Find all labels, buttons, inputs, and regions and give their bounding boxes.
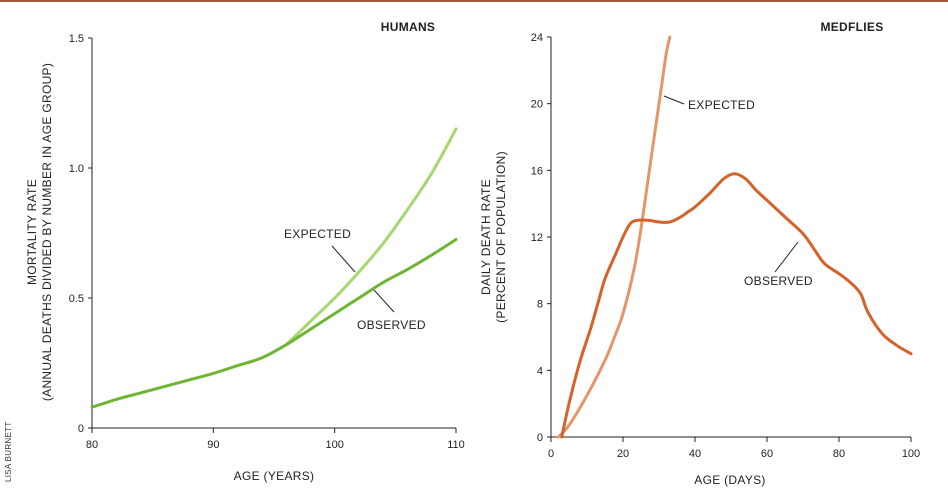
medflies-observed-label: OBSERVED <box>744 274 813 288</box>
medflies-y-label-line2: (PERCENT OF POPULATION) <box>494 151 508 323</box>
humans-expected-leader-line <box>331 245 356 273</box>
medflies-x-tick-label: 40 <box>689 448 701 460</box>
medflies-x-tick-label: 0 <box>548 448 554 460</box>
humans-chart: HUMANS 0 0.5 1.0 1.5 80 90 100 110 MORTALITY R… <box>25 20 465 483</box>
medflies-y-axis: 0 4 8 12 16 20 24 <box>531 32 552 444</box>
humans-y-label-line2: (ANNUAL DEATHS DIVIDED BY NUMBER IN AGE … <box>40 63 54 401</box>
medflies-x-tick-label: 80 <box>833 448 845 460</box>
medflies-x-axis: 0 20 40 60 80 100 <box>548 436 920 460</box>
medflies-y-tick-label: 12 <box>531 232 543 244</box>
medflies-x-tick-label: 20 <box>617 448 629 460</box>
medflies-annotations: EXPECTED OBSERVED <box>663 95 813 288</box>
medflies-x-label: AGE (DAYS) <box>694 473 765 487</box>
humans-series <box>90 127 458 409</box>
top-rule <box>0 0 948 2</box>
humans-observed-line <box>90 238 458 409</box>
humans-annotations: EXPECTED OBSERVED <box>284 227 426 332</box>
medflies-observed-leader-line <box>774 241 799 273</box>
humans-x-tick-label: 80 <box>86 439 98 451</box>
humans-y-tick-label: 0 <box>78 423 84 435</box>
medflies-y-tick-label: 20 <box>531 99 543 111</box>
humans-x-label: AGE (YEARS) <box>234 469 315 483</box>
medflies-observed-line <box>560 172 913 439</box>
humans-y-axis: 0 0.5 1.0 1.5 <box>69 33 93 435</box>
medflies-expected-leader-line <box>663 95 685 105</box>
medflies-y-tick-label: 16 <box>531 165 543 177</box>
credit-label: LISA BURNETT <box>4 421 13 482</box>
medflies-expected-label: EXPECTED <box>688 98 755 112</box>
medflies-expected-line <box>556 35 672 439</box>
humans-x-axis: 80 90 100 110 <box>86 427 465 451</box>
humans-observed-label: OBSERVED <box>357 318 426 332</box>
humans-x-tick-label: 100 <box>325 439 343 451</box>
humans-x-tick-label: 110 <box>447 439 465 451</box>
humans-y-label-line1: MORTALITY RATE <box>25 179 39 285</box>
medflies-y-tick-label: 4 <box>537 365 543 377</box>
humans-expected-label: EXPECTED <box>284 227 351 241</box>
humans-y-tick-label: 0.5 <box>69 293 84 305</box>
medflies-y-tick-label: 24 <box>531 32 543 44</box>
humans-observed-leader-line <box>373 289 395 313</box>
medflies-x-tick-label: 100 <box>902 448 920 460</box>
medflies-series <box>556 35 913 439</box>
medflies-y-label-line1: DAILY DEATH RATE <box>479 179 493 295</box>
medflies-y-tick-label: 0 <box>537 432 543 444</box>
humans-y-tick-label: 1.0 <box>69 163 84 175</box>
humans-y-tick-label: 1.5 <box>69 33 84 45</box>
medflies-y-tick-label: 8 <box>537 299 543 311</box>
humans-expected-line <box>284 127 458 347</box>
medflies-chart: MEDFLIES 0 4 8 12 16 20 24 0 20 40 60 80 100 DAILY … <box>479 20 920 487</box>
medflies-title: MEDFLIES <box>820 20 883 34</box>
humans-x-tick-label: 90 <box>207 439 219 451</box>
humans-title: HUMANS <box>381 20 435 34</box>
medflies-x-tick-label: 60 <box>761 448 773 460</box>
